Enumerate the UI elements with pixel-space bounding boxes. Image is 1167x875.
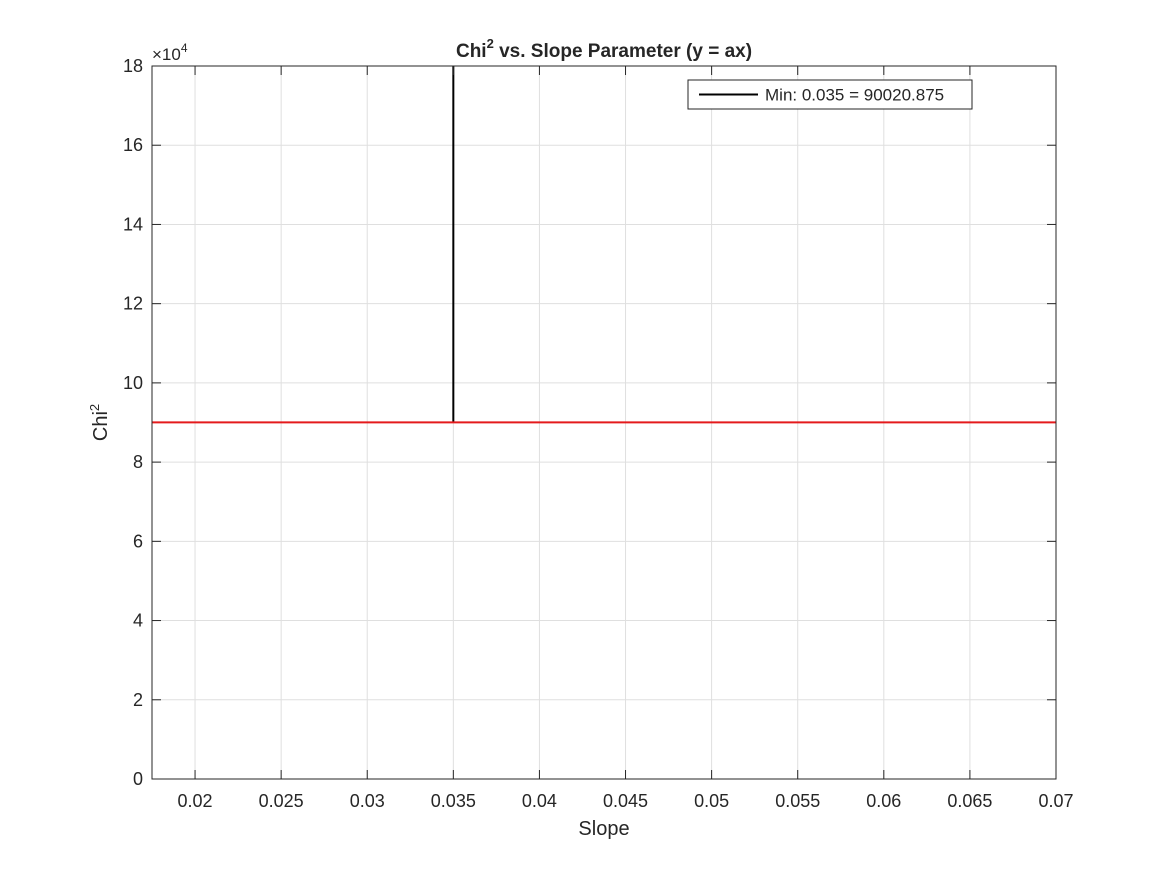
legend-entry-label: Min: 0.035 = 90020.875 [765, 86, 944, 105]
x-axis-label: Slope [578, 818, 629, 840]
x-tick-label: 0.045 [603, 791, 648, 811]
tick-marks [152, 65, 1057, 780]
y-tick-label: 18 [123, 56, 143, 76]
chart-title: Chi2 vs. Slope Parameter (y = ax) [456, 36, 752, 62]
y-tick-label: 12 [123, 294, 143, 314]
y-tick-label: 2 [133, 690, 143, 710]
x-tick-label: 0.02 [178, 791, 213, 811]
x-tick-labels: 0.02 0.025 0.03 0.035 0.04 0.045 0.05 0.055 0.06… [178, 791, 1074, 811]
y-tick-labels: 0 2 4 6 8 10 12 14 16 18 [123, 56, 143, 789]
legend: Min: 0.035 = 90020.875 [687, 79, 973, 110]
x-tick-label: 0.07 [1038, 791, 1073, 811]
x-tick-label: 0.035 [431, 791, 476, 811]
axes-box [151, 65, 1057, 780]
x-tick-label: 0.05 [694, 791, 729, 811]
y-tick-label: 6 [133, 531, 143, 551]
x-tick-label: 0.03 [350, 791, 385, 811]
x-tick-label: 0.065 [947, 791, 992, 811]
y-tick-label: 14 [123, 214, 143, 234]
x-tick-label: 0.025 [259, 791, 304, 811]
x-tick-label: 0.06 [866, 791, 901, 811]
series-layer [152, 66, 1056, 424]
y-tick-label: 16 [123, 135, 143, 155]
x-tick-label: 0.055 [775, 791, 820, 811]
x-tick-label: 0.04 [522, 791, 557, 811]
y-tick-label: 8 [133, 452, 143, 472]
y-tick-label: 10 [123, 373, 143, 393]
axes-frame [151, 65, 1057, 780]
y-axis-exponent-label: ×104 [152, 41, 188, 64]
y-tick-label: 0 [133, 769, 143, 789]
y-axis-label: Chi2 [87, 404, 112, 441]
y-tick-label: 4 [133, 611, 143, 631]
